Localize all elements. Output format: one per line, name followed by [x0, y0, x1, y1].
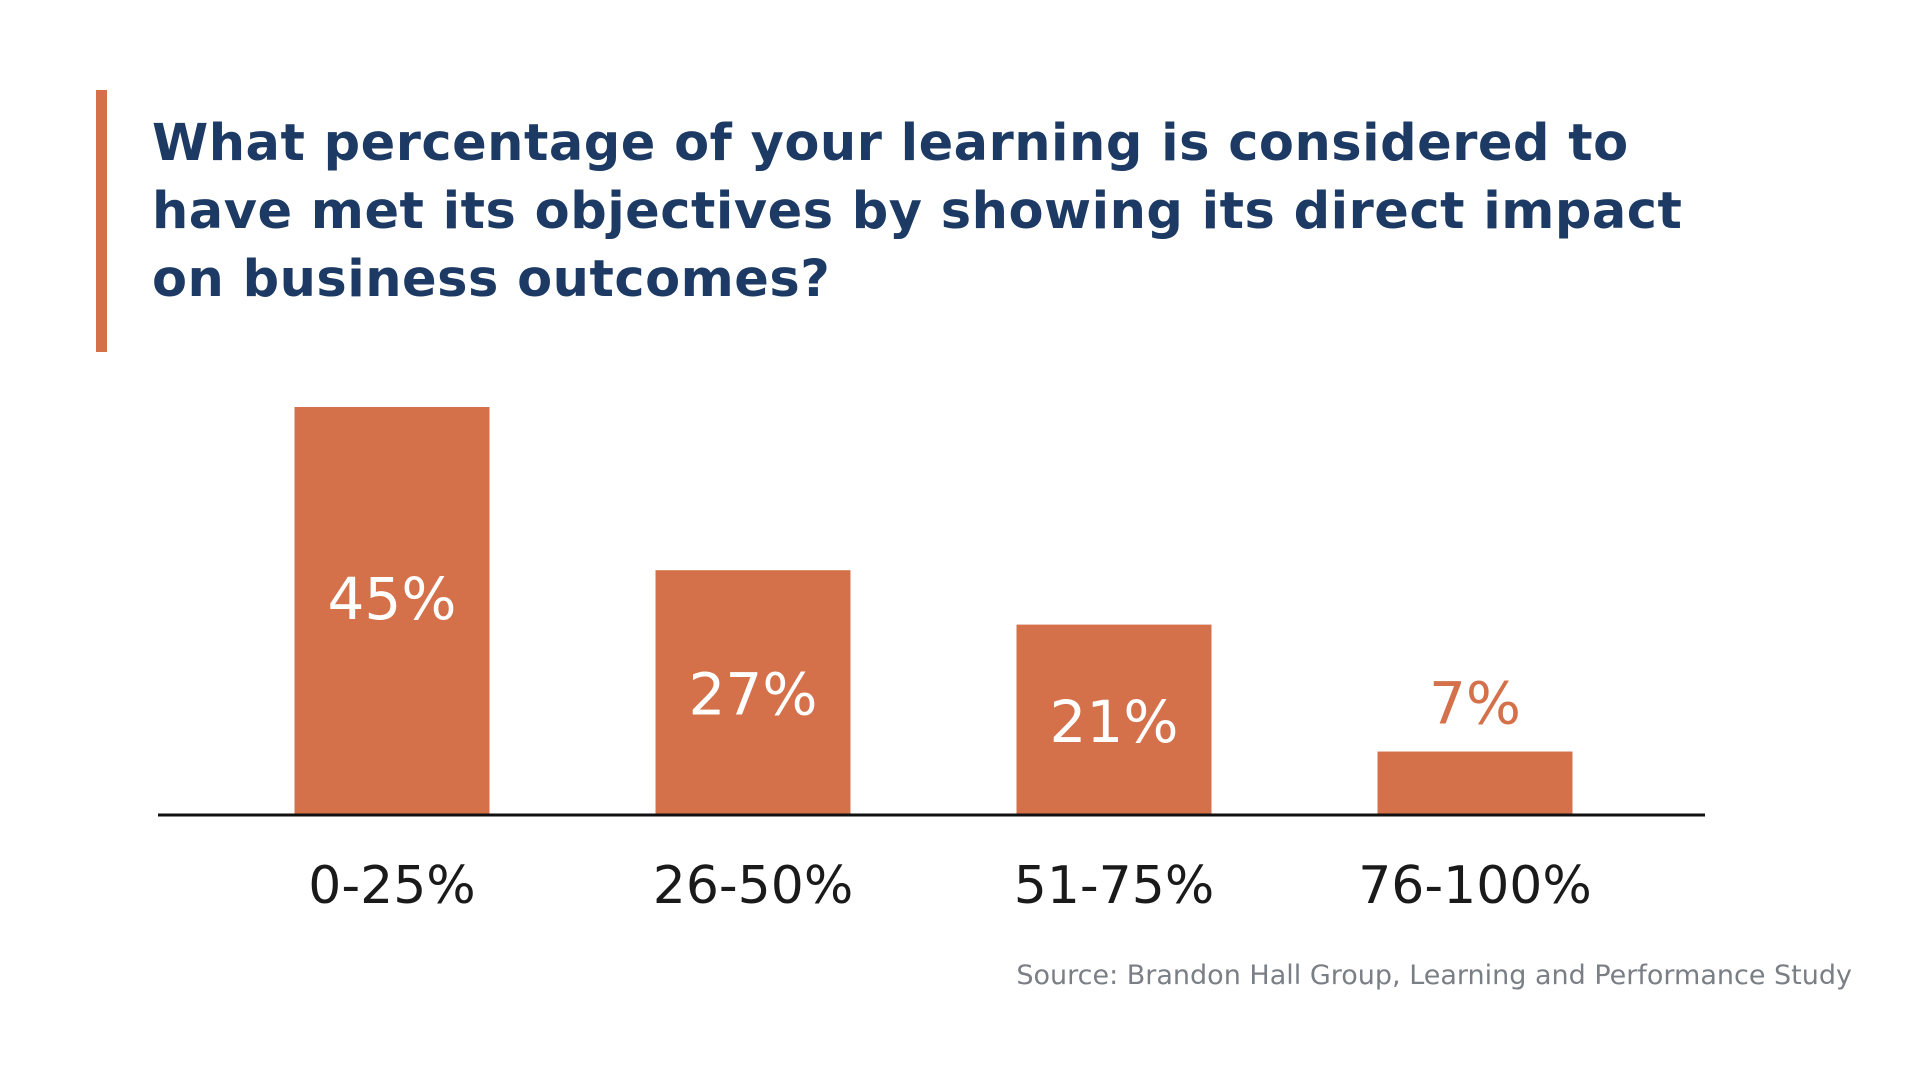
value-label-51-75%: 21% [1050, 688, 1179, 756]
tick-label-76-100%: 76-100% [1358, 856, 1592, 916]
chart-title: What percentage of your learning is cons… [152, 110, 1712, 314]
chart-title-line-2: have met its objectives by showing its d… [152, 182, 1683, 241]
bar-26-50% [655, 570, 851, 815]
bar-0-25% [294, 407, 490, 815]
chart-title-line-3: on business outcomes? [152, 250, 831, 309]
value-label-0-25%: 45% [328, 565, 457, 633]
tick-label-0-25%: 0-25% [308, 856, 475, 916]
title-accent-bar [96, 90, 107, 352]
source-note: Source: Brandon Hall Group, Learning and… [1016, 960, 1852, 991]
bar-51-75% [1016, 624, 1212, 815]
bar-76-100% [1377, 751, 1573, 815]
tick-label-26-50%: 26-50% [653, 856, 854, 916]
value-label-76-100%: 7% [1429, 670, 1521, 738]
chart-title-line-1: What percentage of your learning is cons… [152, 114, 1629, 173]
value-label-26-50%: 27% [689, 661, 818, 729]
tick-label-51-75%: 51-75% [1014, 856, 1215, 916]
